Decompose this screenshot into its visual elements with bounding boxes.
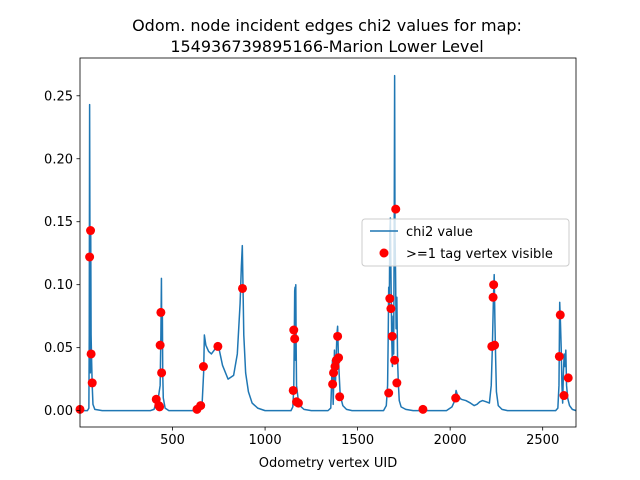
scatter-point <box>384 388 394 398</box>
scatter-point <box>334 353 344 363</box>
x-axis-label: Odometry vertex UID <box>259 456 397 471</box>
y-tick-label: 0.20 <box>44 152 73 167</box>
scatter-point <box>559 391 569 401</box>
plot-frame <box>79 57 577 428</box>
scatter-point <box>85 252 95 262</box>
chart-title-line-2: 154936739895166-Marion Lower Level <box>170 37 483 56</box>
scatter-point <box>289 325 299 335</box>
chart-title-line-1: Odom. node incident edges chi2 values fo… <box>132 16 522 35</box>
scatter-point <box>392 378 402 388</box>
scatter-point <box>451 393 461 403</box>
scatter-point <box>386 304 396 314</box>
plot-area <box>75 74 577 414</box>
scatter-point <box>555 310 565 320</box>
x-tick-label: 1500 <box>341 433 374 448</box>
y-axis: 0.00 0.05 0.10 0.15 0.20 0.25 <box>44 89 80 419</box>
x-tick-label: 2000 <box>434 433 467 448</box>
scatter-point <box>196 401 206 411</box>
scatter-point <box>333 331 343 341</box>
legend-label-scatter: >=1 tag vertex visible <box>406 247 553 262</box>
scatter-point <box>385 294 395 304</box>
scatter-point <box>554 351 564 361</box>
y-tick-label: 0.25 <box>44 89 73 104</box>
scatter-point <box>86 349 96 359</box>
scatter-point <box>198 362 208 372</box>
legend: chi2 value >=1 tag vertex visible <box>361 218 570 267</box>
scatter-point <box>87 378 97 388</box>
scatter-point <box>156 307 166 317</box>
y-tick-label: 0.05 <box>44 341 73 356</box>
scatter-point <box>157 368 167 378</box>
legend-box <box>361 218 570 267</box>
x-axis: 500 1000 1500 2000 2500 <box>160 427 559 448</box>
x-tick-label: 1000 <box>249 433 282 448</box>
x-tick-label: 2500 <box>526 433 559 448</box>
scatter-point <box>489 280 499 290</box>
scatter-point <box>390 355 400 365</box>
legend-label-line: chi2 value <box>406 225 473 240</box>
scatter-point <box>290 334 300 344</box>
scatter-point <box>418 404 428 414</box>
scatter-point <box>155 402 165 412</box>
scatter-point <box>488 292 498 302</box>
scatter-point <box>391 204 401 214</box>
y-tick-label: 0.00 <box>44 404 73 419</box>
scatter-point <box>293 398 303 408</box>
scatter-point <box>387 331 397 341</box>
legend-dot-swatch <box>379 248 389 258</box>
x-tick-label: 500 <box>160 433 185 448</box>
scatter-point <box>563 373 573 383</box>
scatter-point <box>328 379 338 389</box>
scatter-point <box>86 226 96 236</box>
y-tick-label: 0.15 <box>44 215 73 230</box>
scatter-point <box>490 340 500 350</box>
scatter-point <box>238 283 247 293</box>
y-tick-label: 0.10 <box>44 278 73 293</box>
scatter-point <box>335 392 345 402</box>
scatter-point <box>288 385 298 395</box>
scatter-point <box>213 341 223 351</box>
scatter-point <box>155 340 165 350</box>
